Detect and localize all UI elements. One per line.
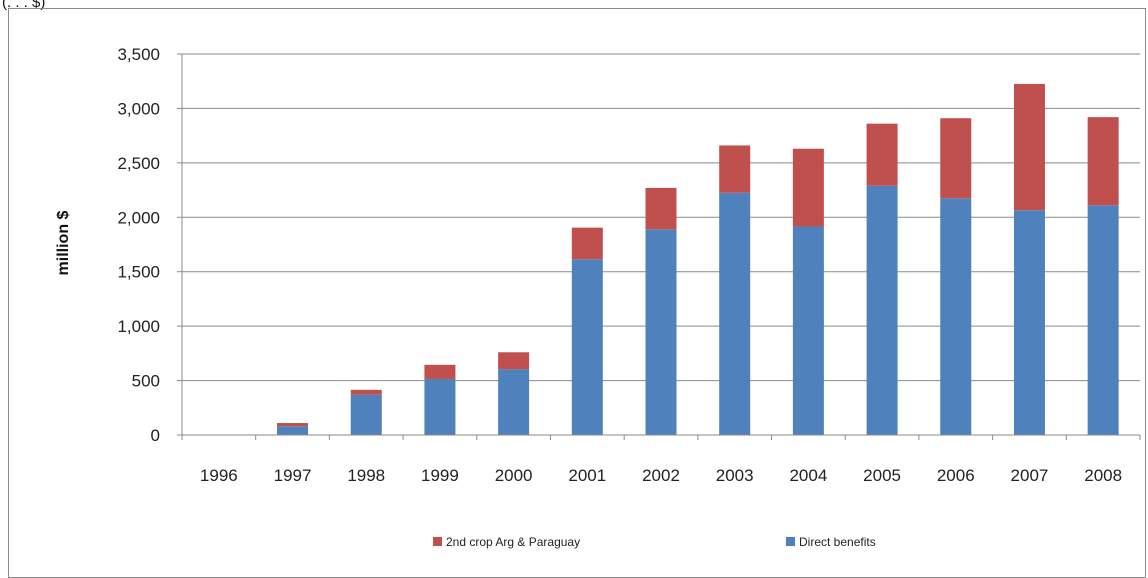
- bars: [277, 83, 1119, 435]
- x-tick-label: 2006: [937, 466, 975, 485]
- x-tick-label: 2002: [642, 466, 680, 485]
- bar-2nd-crop-arg-paraguay-2002: [645, 187, 677, 230]
- legend: 2nd crop Arg & Paraguay Direct benefits: [433, 535, 876, 549]
- y-tick-labels: 0 500 1,000 1,500 2,000 2,500 3,000 3,500: [117, 45, 160, 445]
- bar-2nd-crop-arg-paraguay-2001: [571, 227, 603, 260]
- x-tick-label: 1996: [200, 466, 238, 485]
- axes: [177, 53, 1141, 440]
- bar-direct-benefits-2005: [866, 185, 898, 435]
- bar-direct-benefits-2000: [498, 369, 530, 435]
- y-tick-label: 1,500: [117, 263, 160, 282]
- x-tick-label: 2000: [495, 466, 533, 485]
- bar-2nd-crop-arg-paraguay-1997: [277, 423, 309, 427]
- bar-direct-benefits-2004: [792, 226, 824, 435]
- x-tick-label: 2001: [568, 466, 606, 485]
- x-tick-label: 2007: [1011, 466, 1049, 485]
- x-tick-label: 2008: [1084, 466, 1122, 485]
- x-tick-labels: 1996 1997 1998 1999 2000 2001 2002 2003 2004 2005…: [200, 466, 1122, 485]
- x-tick-label: 2005: [863, 466, 901, 485]
- x-tick-label: 1998: [347, 466, 385, 485]
- cropped-unit-label: (. . . $): [2, 0, 46, 11]
- y-tick-label: 500: [132, 372, 160, 391]
- bar-direct-benefits-1999: [424, 378, 456, 435]
- bar-direct-benefits-2006: [940, 198, 972, 435]
- y-tick-label: 3,500: [117, 45, 160, 64]
- bar-2nd-crop-arg-paraguay-2004: [792, 148, 824, 227]
- bar-direct-benefits-2008: [1087, 205, 1119, 435]
- bar-direct-benefits-2001: [571, 259, 603, 435]
- legend-swatch: [786, 537, 795, 546]
- y-tick-label: 3,000: [117, 99, 160, 118]
- bar-direct-benefits-1998: [350, 394, 382, 435]
- x-tick-label: 1999: [421, 466, 459, 485]
- bar-2nd-crop-arg-paraguay-2008: [1087, 117, 1119, 206]
- y-tick-label: 1,000: [117, 317, 160, 336]
- y-tick-label: 2,500: [117, 154, 160, 173]
- bar-direct-benefits-2002: [645, 229, 677, 435]
- bar-direct-benefits-1997: [277, 426, 309, 435]
- legend-label: 2nd crop Arg & Paraguay: [446, 535, 580, 549]
- y-tick-label: 0: [151, 426, 160, 445]
- bar-2nd-crop-arg-paraguay-2006: [940, 118, 972, 199]
- x-tick-label: 2003: [716, 466, 754, 485]
- bar-2nd-crop-arg-paraguay-1998: [350, 389, 382, 395]
- x-tick-label: 1997: [274, 466, 312, 485]
- y-axis-label: million $: [55, 210, 72, 275]
- bar-direct-benefits-2003: [719, 192, 751, 435]
- bar-2nd-crop-arg-paraguay-2005: [866, 123, 898, 186]
- bar-direct-benefits-2007: [1013, 210, 1045, 435]
- x-tick-label: 2004: [789, 466, 827, 485]
- legend-label: Direct benefits: [799, 535, 876, 549]
- bar-2nd-crop-arg-paraguay-2003: [719, 145, 751, 193]
- bar-2nd-crop-arg-paraguay-2007: [1013, 83, 1045, 211]
- bar-2nd-crop-arg-paraguay-2000: [498, 352, 530, 370]
- legend-swatch: [433, 537, 442, 546]
- y-tick-label: 2,000: [117, 208, 160, 227]
- bar-2nd-crop-arg-paraguay-1999: [424, 364, 456, 379]
